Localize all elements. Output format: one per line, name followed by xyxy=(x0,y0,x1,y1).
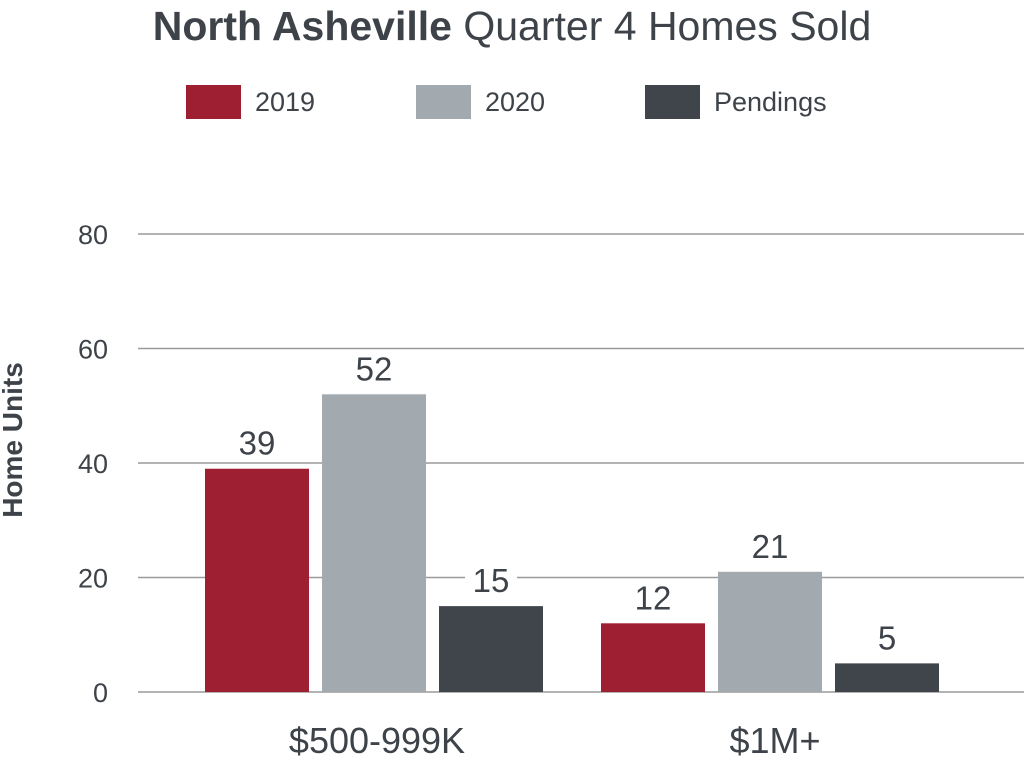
data-label-bg-2020-0 xyxy=(348,350,400,387)
legend-swatch-2019 xyxy=(186,85,241,119)
data-label-2020-1: 21 xyxy=(752,528,789,565)
data-label-2019-0: 39 xyxy=(239,425,276,462)
legend-label-2020: 2020 xyxy=(485,86,546,117)
bar-pendings-1 xyxy=(835,663,939,692)
legend-swatch-pendings xyxy=(645,85,700,119)
data-label-bg-pendings-0 xyxy=(465,562,517,599)
data-label-2020-0: 52 xyxy=(356,350,393,387)
y-tick-label-20: 20 xyxy=(78,564,108,594)
y-tick-label-60: 60 xyxy=(78,335,108,365)
legend-label-pendings: Pendings xyxy=(714,86,827,117)
legend-label-2019: 2019 xyxy=(255,86,316,117)
data-label-bg-pendings-1 xyxy=(861,619,913,656)
data-label-bg-2019-0 xyxy=(231,424,283,461)
data-label-bg-2020-1 xyxy=(744,527,796,564)
chart-title-bold: North Asheville xyxy=(152,3,452,49)
data-label-pendings-0: 15 xyxy=(473,562,510,599)
bar-2019-0 xyxy=(205,468,309,692)
y-tick-label-80: 80 xyxy=(78,220,108,250)
chart-title: North Asheville Quarter 4 Homes Sold xyxy=(0,2,1024,50)
legend-swatch-2020 xyxy=(416,85,471,119)
data-label-pendings-1: 5 xyxy=(878,619,896,656)
legend-item-pendings: Pendings xyxy=(645,84,827,120)
y-tick-label-40: 40 xyxy=(78,449,108,479)
y-tick-label-0: 0 xyxy=(93,678,108,708)
bar-2020-1 xyxy=(718,571,822,692)
bar-2019-1 xyxy=(601,623,705,692)
chart-title-rest: Quarter 4 Homes Sold xyxy=(463,3,872,49)
data-label-2019-1: 12 xyxy=(635,579,672,616)
bar-pendings-0 xyxy=(439,606,543,692)
data-label-bg-2019-1 xyxy=(627,579,679,616)
legend-item-2019: 2019 xyxy=(186,84,315,120)
legend-item-2020: 2020 xyxy=(416,84,545,120)
x-tick-label-1: $1M+ xyxy=(729,720,820,761)
bar-2020-0 xyxy=(322,394,426,692)
x-tick-label-0: $500-999K xyxy=(289,720,465,761)
